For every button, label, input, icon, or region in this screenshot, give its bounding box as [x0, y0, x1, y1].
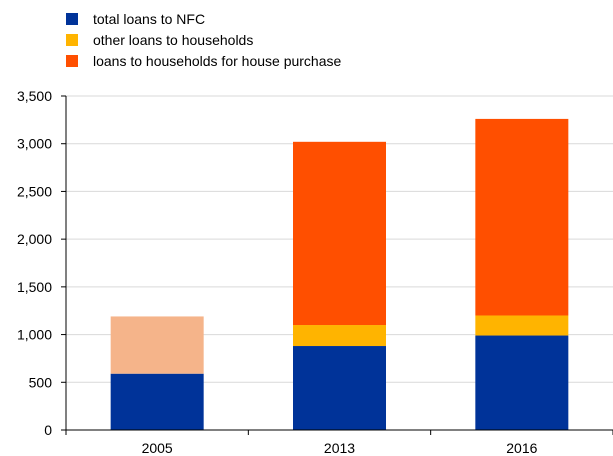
bar-2016-loans-to-households-for-house-purchase — [475, 118, 569, 316]
bar-2016-other-loans-to-households — [475, 315, 569, 336]
y-tick-label-3-000: 3,000 — [17, 136, 52, 152]
x-tick-label-2005: 2005 — [142, 440, 173, 456]
legend-swatch-loans-to-households-for-house-purchase — [66, 55, 78, 67]
legend: total loans to NFC other loans to househo… — [66, 11, 341, 69]
bar-2016-total-loans-to-nfc — [475, 335, 569, 430]
bar-2005-total-loans-to-nfc — [110, 373, 204, 430]
y-tick-label-0: 0 — [44, 422, 52, 438]
x-tick-label-2013: 2013 — [324, 440, 355, 456]
x-axis-tick-labels: 2005 2013 2016 — [142, 440, 538, 456]
legend-label-other-loans-to-households: other loans to households — [93, 32, 253, 48]
bar-2013-other-loans-to-households — [293, 325, 386, 347]
x-tick-label-2016: 2016 — [506, 440, 537, 456]
y-tick-label-1-500: 1,500 — [17, 279, 52, 295]
y-tick-label-1-000: 1,000 — [17, 327, 52, 343]
legend-swatch-other-loans-to-households — [66, 34, 78, 46]
bar-2005-total-loans-to-households — [110, 316, 204, 374]
y-axis-tick-labels: 0 500 1,000 1,500 2,000 2,500 3,000 3,500 — [17, 88, 52, 438]
axes — [61, 95, 613, 435]
bar-2013-loans-to-households-for-house-purchase — [293, 141, 386, 326]
y-tick-label-2-000: 2,000 — [17, 231, 52, 247]
bar-2013-total-loans-to-nfc — [293, 346, 386, 430]
bars — [110, 118, 569, 430]
legend-swatch-total-loans-to-nfc — [66, 13, 78, 25]
y-tick-label-3-500: 3,500 — [17, 88, 52, 104]
legend-label-total-loans-to-nfc: total loans to NFC — [93, 11, 205, 27]
legend-label-loans-to-households-for-house-purchase: loans to households for house purchase — [93, 53, 341, 69]
y-tick-label-500: 500 — [29, 374, 53, 390]
y-tick-label-2-500: 2,500 — [17, 183, 52, 199]
